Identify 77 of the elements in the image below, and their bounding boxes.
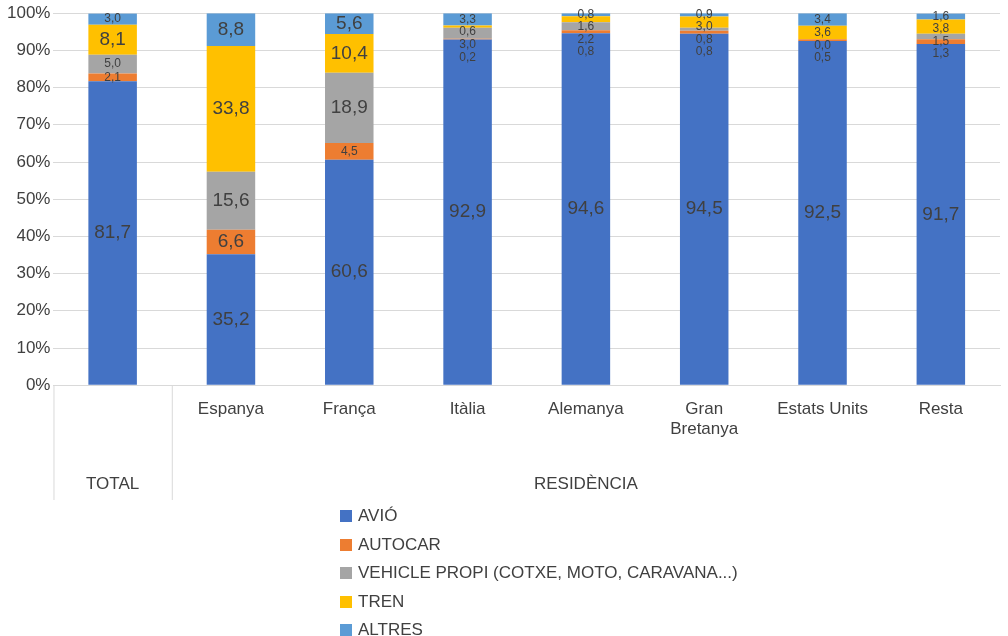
y-tick-label: 90% <box>16 40 51 60</box>
data-label: 1,3 <box>932 45 950 60</box>
text: TOTAL <box>86 473 140 493</box>
bar <box>88 24 137 55</box>
data-label: 3,3 <box>459 11 477 26</box>
data-label: 0,2 <box>459 49 477 64</box>
data-label: 3,0 <box>104 11 122 26</box>
data-label: 10,4 <box>330 41 369 63</box>
bar <box>325 34 374 73</box>
legend-label: ALTRES <box>358 619 423 636</box>
data-label: 92,5 <box>804 201 842 223</box>
data-label: 0,8 <box>695 31 713 46</box>
bar <box>561 30 611 34</box>
legend-label: VEHICLE PROPI (COTXE, MOTO, CARAVANA...) <box>358 562 738 584</box>
data-label: 2,1 <box>104 69 122 84</box>
y-tick-label: 30% <box>16 263 51 283</box>
data-label: 0,8 <box>695 44 713 59</box>
data-label: 94,5 <box>685 197 723 219</box>
data-label: 35,2 <box>212 307 250 329</box>
y-tick-label: 60% <box>16 151 51 171</box>
data-label: 2,2 <box>577 31 595 46</box>
y-tick-label: 50% <box>16 188 51 208</box>
data-label: 8,8 <box>217 17 245 39</box>
data-label: 8,1 <box>99 28 126 50</box>
y-tick-label: 10% <box>16 337 51 357</box>
bar <box>679 33 729 385</box>
data-label: 4,5 <box>340 143 358 158</box>
data-label: 0,0 <box>814 37 832 52</box>
data-label: 91,7 <box>922 202 960 224</box>
bar <box>325 143 374 160</box>
data-label: 81,7 <box>94 221 132 243</box>
legend-label: AUTOCAR <box>358 533 441 556</box>
data-label: 15,6 <box>212 188 250 210</box>
y-tick-label: 80% <box>16 77 51 97</box>
bar <box>443 39 492 385</box>
y-tick-label: 40% <box>16 226 51 246</box>
data-label: 0,8 <box>577 7 595 21</box>
data-label: 6,6 <box>217 230 245 252</box>
data-label: 3,6 <box>814 24 832 39</box>
x-tick-label: Estats Units <box>777 399 868 419</box>
y-tick-label: 70% <box>16 114 51 134</box>
y-tick-label: 100% <box>7 2 51 22</box>
data-label: 18,9 <box>330 96 368 118</box>
data-label: 5,0 <box>104 56 122 71</box>
data-label: 1,6 <box>577 19 595 34</box>
bar <box>88 81 137 385</box>
x-tick-label: França <box>322 399 377 419</box>
data-label: 0,5 <box>814 50 832 65</box>
bar <box>443 25 492 28</box>
x-tick-label: Alemanya <box>548 399 625 419</box>
data-label: 33,8 <box>212 97 250 119</box>
data-label: 3,4 <box>814 11 832 26</box>
x-tick-label: Itàlia <box>449 399 487 419</box>
bar <box>325 159 374 385</box>
x-tick-label: Espanya <box>197 399 265 419</box>
data-label: 94,6 <box>567 197 605 219</box>
x-tick-label: Resta <box>918 399 964 419</box>
data-label: 5,6 <box>336 11 363 33</box>
bar <box>798 41 847 385</box>
y-tick-label: 20% <box>16 300 51 320</box>
data-label: 3,8 <box>932 20 950 35</box>
x-tick-label: Gran Bretanya <box>670 399 739 439</box>
bar <box>206 254 256 385</box>
text: RESIDÈNCIA <box>533 473 639 493</box>
bar <box>325 72 374 144</box>
bar <box>206 171 256 230</box>
y-tick-label: 0% <box>25 374 51 394</box>
data-label: 92,9 <box>449 200 487 222</box>
data-label: 3,0 <box>459 36 477 51</box>
data-label: 60,6 <box>330 260 368 282</box>
data-label: 0,9 <box>695 7 713 22</box>
bar <box>561 33 611 385</box>
data-label: 0,6 <box>459 23 477 38</box>
legend-label: TREN <box>358 590 405 613</box>
legend-label: AVIÓ <box>358 505 398 527</box>
bar <box>206 45 256 172</box>
data-label: 0,8 <box>577 44 595 59</box>
